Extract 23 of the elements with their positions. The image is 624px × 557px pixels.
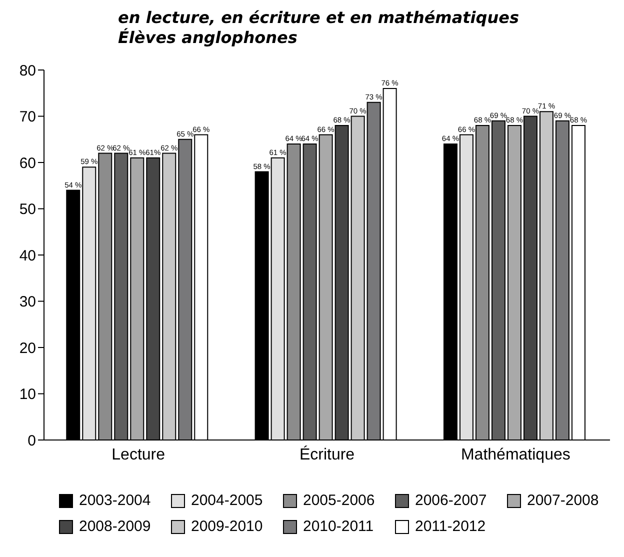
x-tick-label: Écriture — [299, 445, 355, 464]
y-tick-label: 30 — [19, 294, 36, 311]
chart-title: en lecture, en écriture et en mathématiques — [118, 8, 519, 28]
y-tick-label: 70 — [19, 108, 36, 126]
y-tick-label: 80 — [19, 62, 36, 80]
legend-label: 2007-2008 — [527, 491, 599, 511]
legend-label: 2010-2011 — [303, 517, 374, 537]
legend-label: 2006-2007 — [415, 491, 487, 511]
x-tick-label: Lecture — [112, 446, 166, 464]
legend-label: 2009-2010 — [191, 517, 263, 537]
legend-label: 2008-2009 — [79, 517, 151, 537]
chart-subtitle: Élèves anglophones — [118, 28, 298, 48]
legend-label: 2005-2006 — [303, 491, 375, 511]
y-tick-label: 0 — [28, 432, 36, 450]
legend-label: 2003-2004 — [79, 491, 151, 511]
x-tick-label: Mathématiques — [460, 446, 570, 464]
y-tick-label: 20 — [19, 340, 36, 357]
y-tick-label: 60 — [19, 154, 36, 172]
y-tick-label: 50 — [19, 201, 36, 218]
y-tick-label: 10 — [19, 386, 36, 404]
legend-label: 2004-2005 — [191, 491, 263, 511]
y-tick-label: 40 — [19, 247, 36, 264]
legend-label: 2011-2012 — [415, 517, 486, 537]
